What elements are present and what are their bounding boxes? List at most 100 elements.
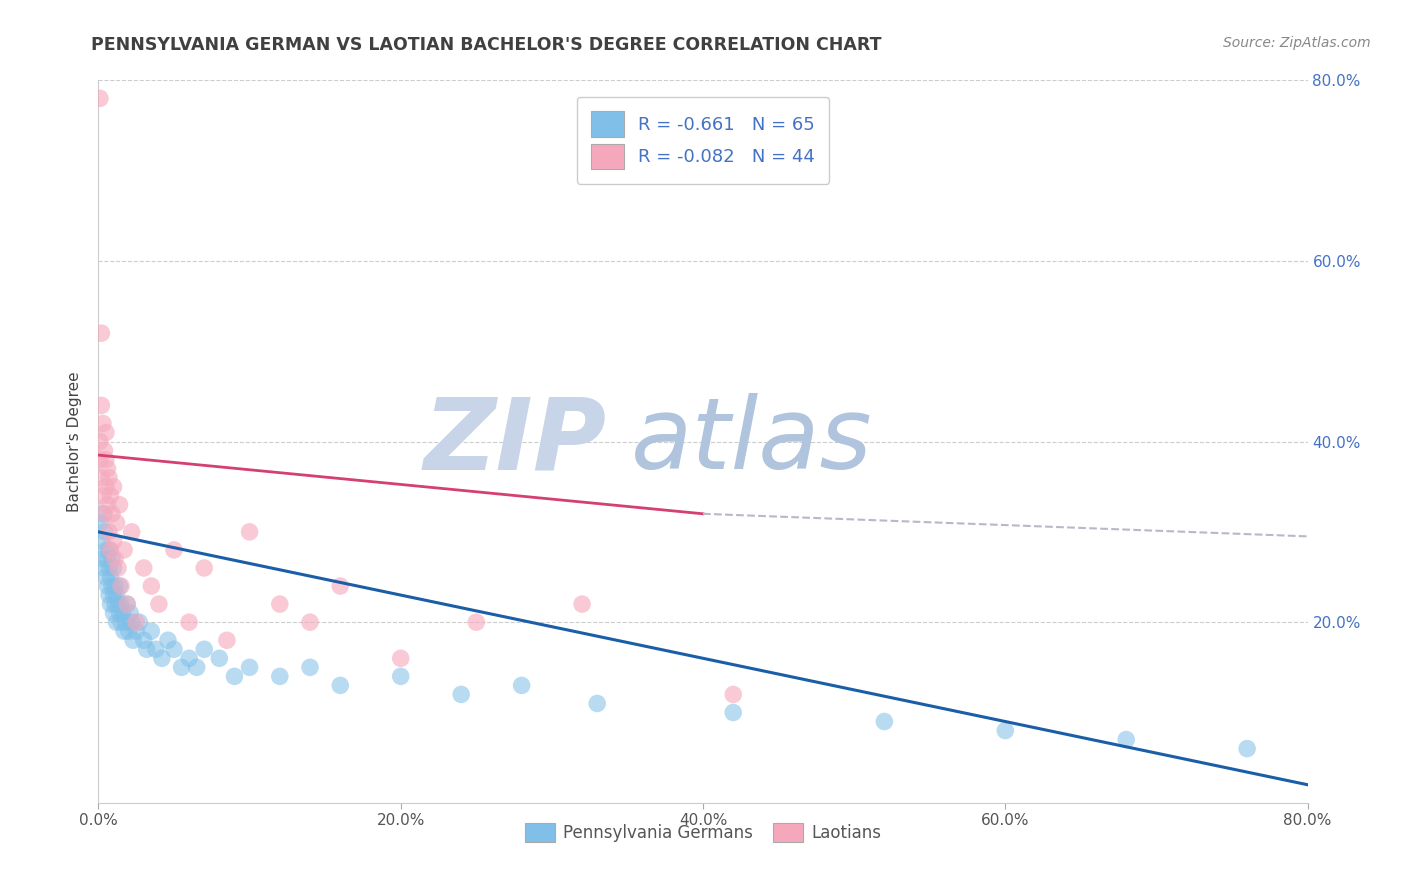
Text: ZIP: ZIP (423, 393, 606, 490)
Point (108, 498, 131, 512)
Point (121, 524, 143, 539)
Point (104, 579, 127, 593)
Point (105, 588, 128, 602)
Point (104, 597, 127, 611)
Point (571, 597, 593, 611)
Point (107, 561, 129, 575)
Point (163, 642, 186, 657)
Point (96, 461, 118, 475)
Point (163, 542, 186, 557)
Point (98, 524, 121, 539)
Point (93, 524, 115, 539)
Text: PENNSYLVANIA GERMAN VS LAOTIAN BACHELOR'S DEGREE CORRELATION CHART: PENNSYLVANIA GERMAN VS LAOTIAN BACHELOR'… (91, 36, 882, 54)
Point (101, 552, 124, 566)
Point (215, 633, 238, 648)
Point (96, 579, 118, 593)
Point (89, 452, 111, 467)
Point (239, 660, 262, 674)
Point (108, 579, 131, 593)
Point (118, 624, 141, 639)
Point (873, 714, 896, 729)
Point (110, 615, 132, 630)
Point (193, 642, 215, 657)
Point (114, 615, 136, 630)
Point (329, 579, 352, 593)
Point (125, 615, 148, 630)
Point (170, 660, 193, 674)
Point (94, 570, 117, 584)
Point (100, 489, 122, 503)
Point (110, 597, 132, 611)
Point (94, 542, 117, 557)
Point (179, 651, 201, 665)
Point (269, 597, 291, 611)
Point (329, 678, 352, 692)
Point (132, 561, 155, 575)
Point (156, 633, 179, 648)
Point (90, 326, 112, 340)
Point (89, 434, 111, 449)
Point (100, 597, 122, 611)
Point (299, 660, 322, 674)
Point (141, 624, 163, 639)
Point (120, 606, 142, 620)
Point (93, 443, 115, 458)
Point (90, 533, 112, 548)
Point (389, 651, 412, 665)
Y-axis label: Bachelor's Degree: Bachelor's Degree (67, 371, 83, 512)
Point (98, 471, 121, 485)
Point (148, 597, 170, 611)
Point (94, 452, 117, 467)
Point (91, 417, 114, 431)
Point (89, 516, 111, 530)
Point (1115, 732, 1137, 747)
Point (100, 570, 122, 584)
Point (135, 642, 157, 657)
Point (115, 597, 138, 611)
Point (104, 552, 127, 566)
Point (111, 606, 134, 620)
Point (193, 561, 215, 575)
Point (115, 597, 138, 611)
Point (98, 561, 121, 575)
Point (110, 579, 132, 593)
Point (723, 706, 745, 720)
Point (101, 579, 124, 593)
Point (145, 642, 167, 657)
Point (103, 561, 125, 575)
Point (132, 633, 155, 648)
Point (723, 687, 745, 701)
Point (103, 606, 125, 620)
Point (269, 669, 291, 683)
Point (1236, 741, 1258, 756)
Point (93, 507, 115, 521)
Point (122, 633, 145, 648)
Point (90, 398, 112, 412)
Point (112, 624, 135, 639)
Point (465, 615, 488, 630)
Text: atlas: atlas (630, 393, 872, 490)
Point (94, 425, 117, 440)
Point (108, 606, 131, 620)
Point (103, 588, 125, 602)
Point (91, 552, 114, 566)
Legend: Pennsylvania Germans, Laotians: Pennsylvania Germans, Laotians (517, 816, 889, 848)
Point (224, 669, 246, 683)
Point (128, 615, 150, 630)
Point (299, 615, 322, 630)
Point (98, 588, 121, 602)
Text: Source: ZipAtlas.com: Source: ZipAtlas.com (1223, 36, 1371, 50)
Point (107, 597, 129, 611)
Point (94, 480, 117, 494)
Point (125, 624, 148, 639)
Point (112, 542, 135, 557)
Point (150, 651, 173, 665)
Point (89, 91, 111, 105)
Point (101, 507, 124, 521)
Point (450, 687, 472, 701)
Point (93, 561, 115, 575)
Point (239, 524, 262, 539)
Point (90, 471, 112, 485)
Point (98, 542, 121, 557)
Point (100, 542, 122, 557)
